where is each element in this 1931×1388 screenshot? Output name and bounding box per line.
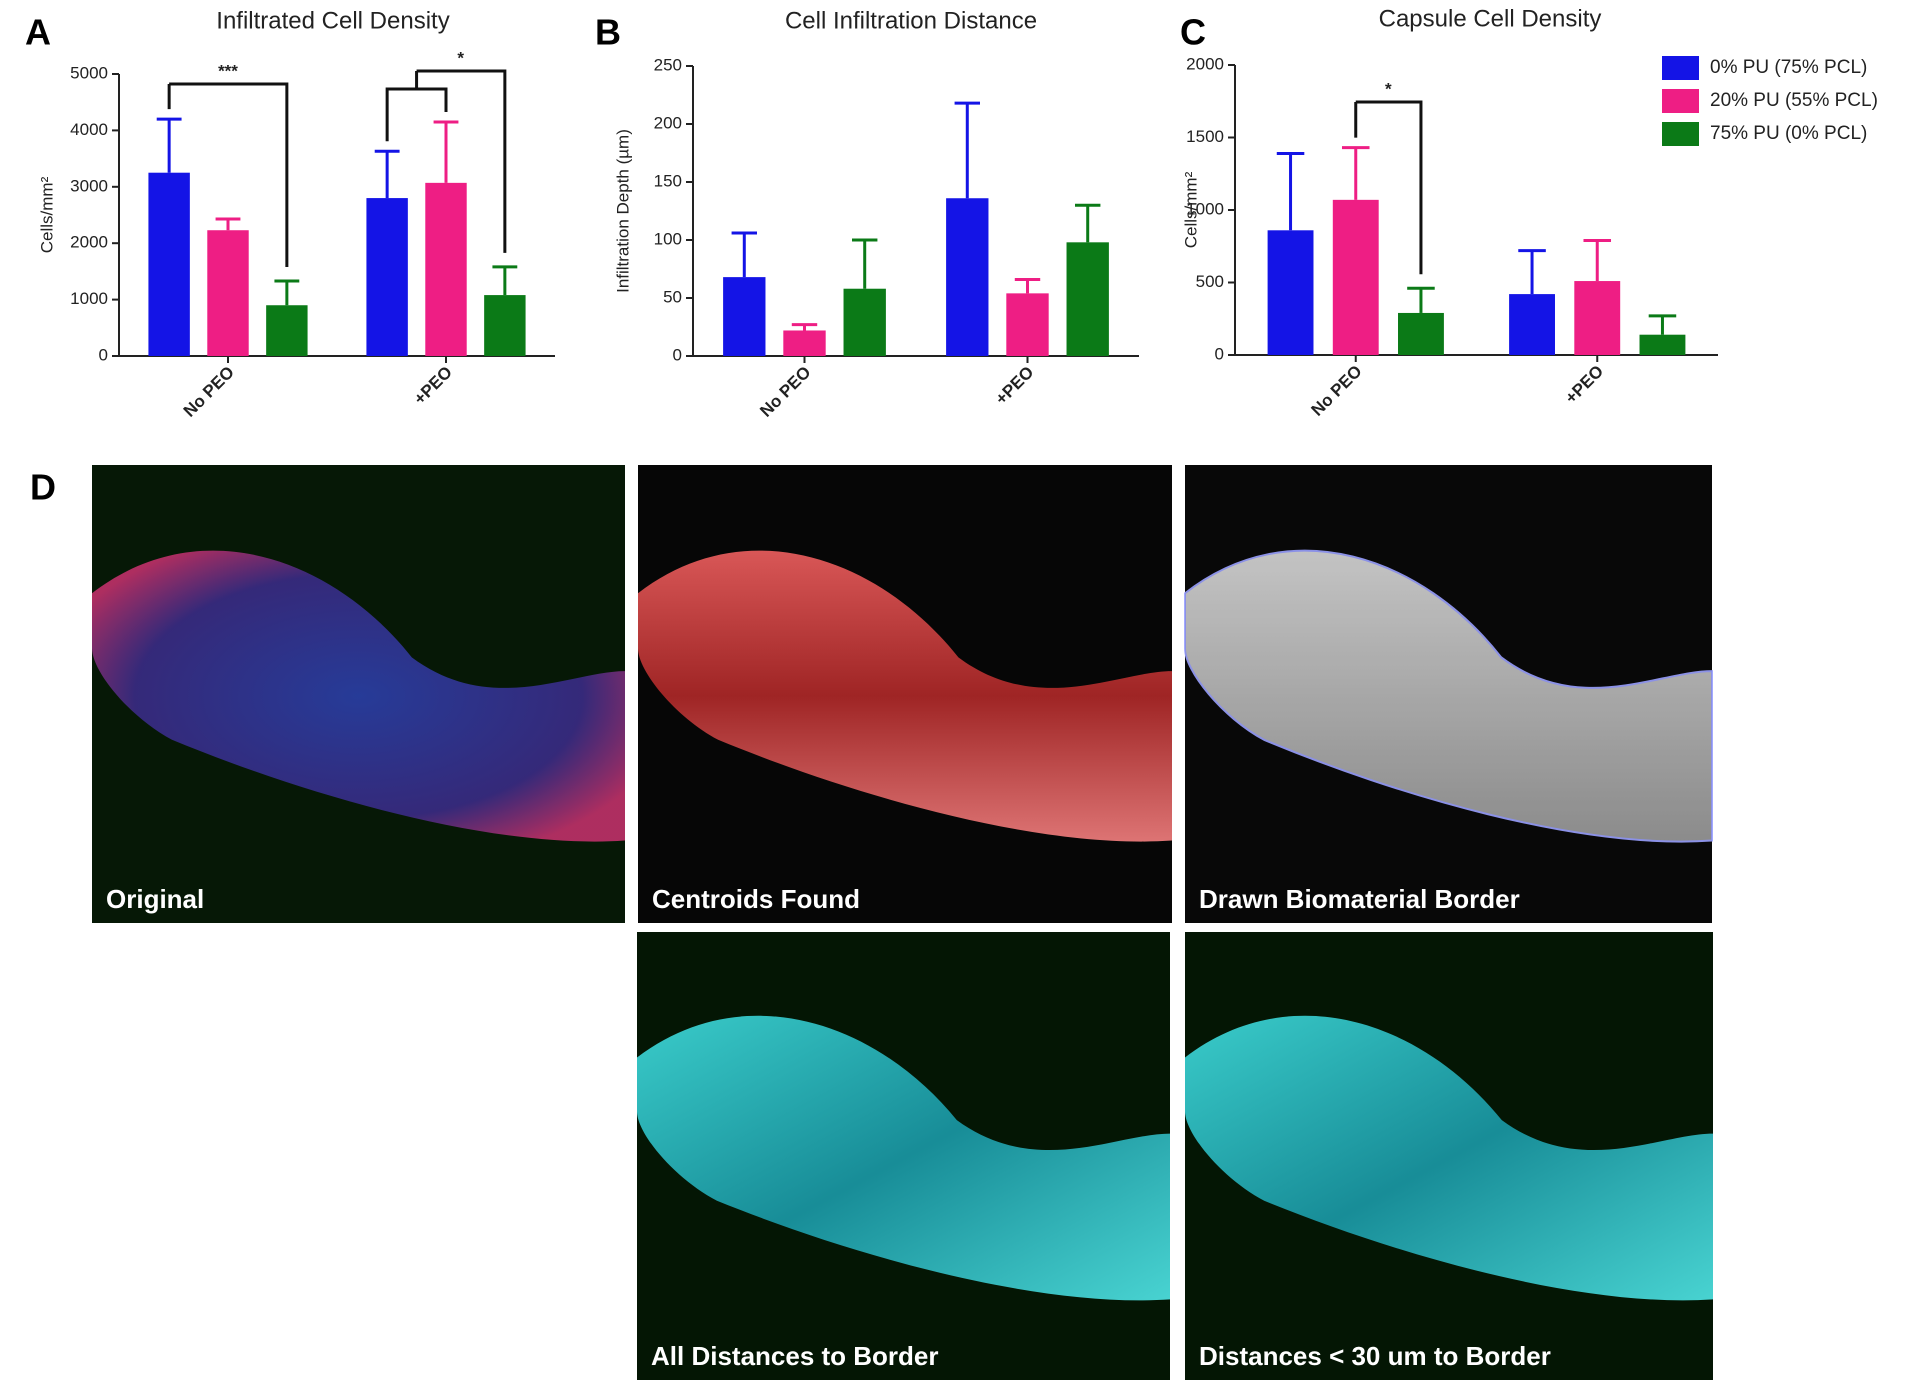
panel-label: B (595, 12, 621, 53)
legend-label: 0% PU (75% PCL) (1710, 57, 1867, 78)
legend-swatch (1662, 122, 1699, 146)
y-tick-label: 250 (654, 55, 682, 74)
y-tick-label: 50 (663, 287, 682, 306)
x-tick-label: +PEO (992, 363, 1038, 409)
x-tick-label: +PEO (410, 363, 456, 409)
legend-swatch (1662, 56, 1699, 80)
y-tick-label: 500 (1196, 272, 1224, 291)
tissue (637, 1015, 1170, 1301)
bar (1398, 312, 1444, 355)
y-tick-label: 200 (654, 113, 682, 132)
bar (207, 230, 249, 356)
significance-bracket (416, 69, 507, 253)
legend-label: 75% PU (0% PCL) (1710, 123, 1867, 144)
micrograph: Centroids Found (638, 465, 1172, 923)
bar (723, 277, 766, 356)
bar (1332, 199, 1379, 355)
bar (1639, 334, 1686, 355)
legend-label: 20% PU (55% PCL) (1710, 90, 1878, 111)
image-caption: Drawn Biomaterial Border (1199, 884, 1520, 914)
micrograph: Distances < 30 um to Border (1185, 932, 1713, 1380)
bar (1509, 294, 1555, 355)
x-tick-label: No PEO (180, 363, 238, 421)
x-tick-label: No PEO (1308, 362, 1366, 420)
legend-swatch (1662, 89, 1699, 113)
y-tick-label: 2000 (70, 233, 108, 252)
x-tick-label: +PEO (1561, 362, 1607, 408)
bar (425, 182, 467, 356)
bar (843, 288, 886, 356)
bar (1006, 293, 1049, 356)
bar (148, 172, 190, 356)
y-tick-label: 0 (99, 345, 108, 364)
chart-title: Infiltrated Cell Density (216, 7, 449, 34)
significance-label: * (1385, 79, 1392, 98)
y-axis-label: Cells/mm² (1181, 171, 1200, 248)
y-axis-label: Cells/mm² (37, 176, 56, 253)
x-tick-label: No PEO (756, 363, 814, 421)
y-axis-label: Infiltration Depth (µm) (613, 129, 632, 293)
y-tick-label: 150 (654, 171, 682, 190)
bar (946, 198, 989, 356)
bar (366, 198, 408, 356)
chart-title: Capsule Cell Density (1379, 5, 1602, 32)
tissue (1184, 549, 1713, 843)
significance-label: * (457, 48, 464, 67)
micrograph: All Distances to Border (637, 932, 1170, 1380)
chart-title: Cell Infiltration Distance (785, 7, 1037, 34)
bar (783, 330, 826, 356)
bar (484, 295, 526, 356)
significance-bracket (1355, 100, 1423, 275)
tissue (638, 550, 1172, 842)
image-caption: Centroids Found (652, 884, 860, 914)
y-tick-label: 4000 (70, 120, 108, 139)
y-tick-label: 1000 (1186, 199, 1224, 218)
y-tick-label: 1000 (70, 289, 108, 308)
panel-label: A (25, 12, 51, 53)
bar (266, 305, 308, 356)
y-tick-label: 0 (1215, 344, 1224, 363)
y-tick-label: 5000 (70, 63, 108, 82)
bar (1267, 230, 1314, 355)
y-tick-label: 100 (654, 229, 682, 248)
significance-bracket (385, 87, 448, 142)
y-tick-label: 1500 (1186, 127, 1224, 146)
micrograph: Original (92, 465, 625, 923)
y-tick-label: 2000 (1186, 54, 1224, 73)
significance-label: *** (218, 61, 238, 80)
image-caption: All Distances to Border (651, 1341, 939, 1371)
bar (1574, 281, 1621, 355)
y-tick-label: 0 (673, 345, 682, 364)
significance-bracket (169, 82, 289, 267)
micrograph: Drawn Biomaterial Border (1184, 465, 1713, 923)
tissue (1185, 1015, 1713, 1301)
image-caption: Distances < 30 um to Border (1199, 1341, 1551, 1371)
y-tick-label: 3000 (70, 176, 108, 195)
tissue (92, 550, 625, 842)
image-caption: Original (106, 884, 204, 914)
bar (1066, 242, 1109, 356)
panel-label: C (1180, 12, 1206, 53)
panel-label: D (30, 467, 56, 508)
